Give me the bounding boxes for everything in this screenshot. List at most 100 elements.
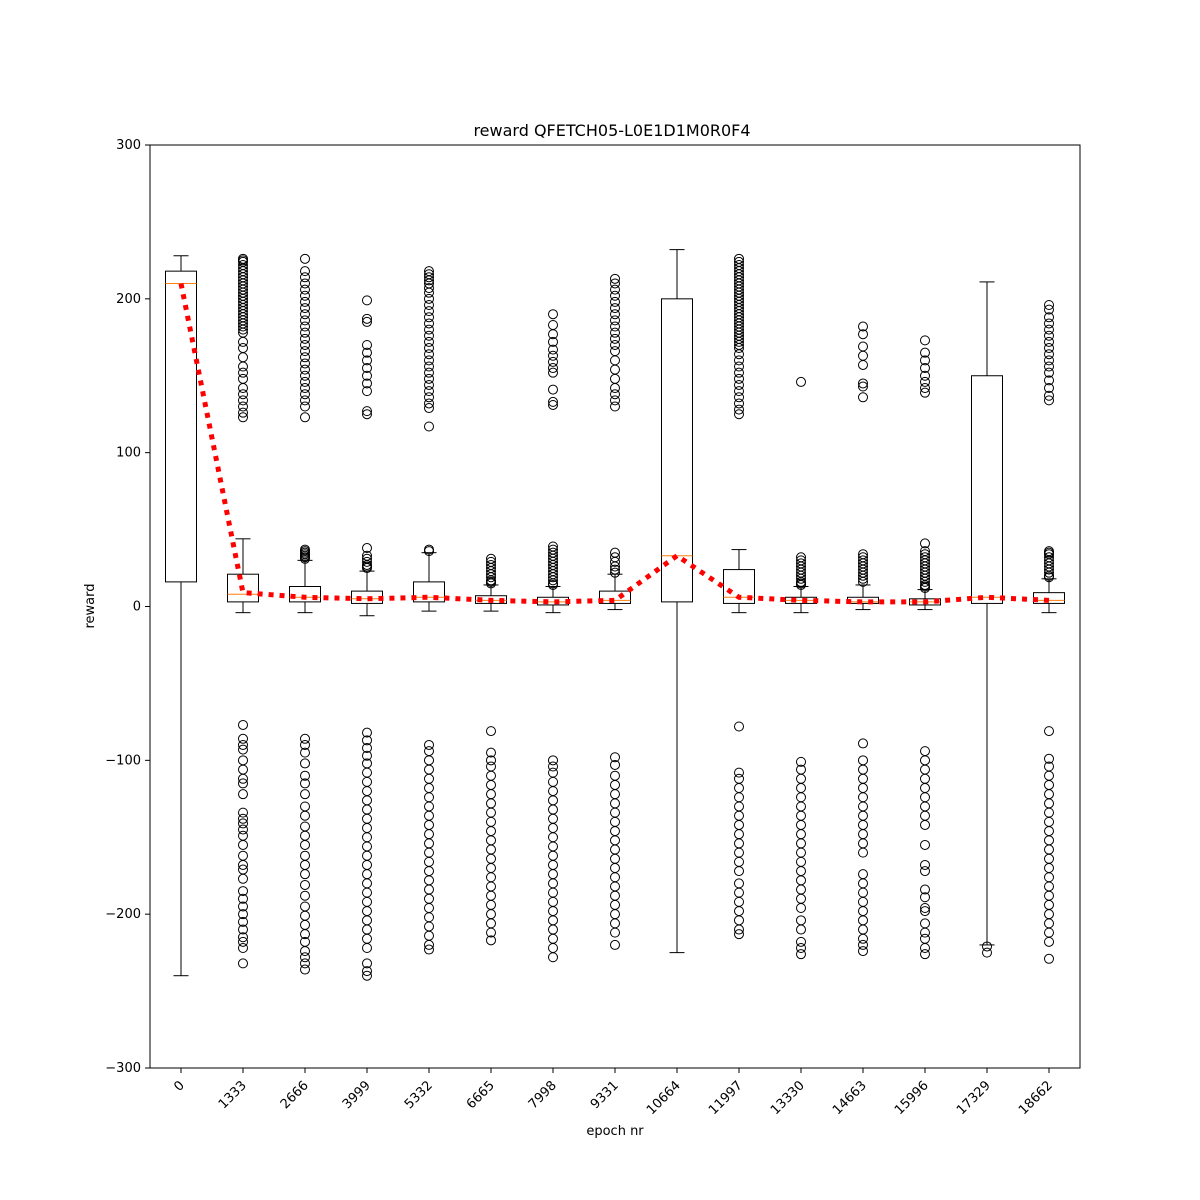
flier-point: [796, 792, 806, 803]
box-iqr: [971, 375, 1003, 604]
flier-point: [1044, 853, 1054, 864]
flier-point: [920, 773, 930, 784]
flier-point: [238, 383, 248, 394]
flier-point: [610, 339, 620, 350]
flier-point: [548, 896, 558, 907]
flier-point: [424, 293, 434, 304]
flier-point: [734, 878, 744, 889]
flier-point: [610, 303, 620, 314]
flier-point: [362, 896, 372, 907]
flier-point: [300, 296, 310, 307]
flier-point: [362, 406, 372, 417]
flier-point: [548, 776, 558, 787]
flier-point: [920, 933, 930, 944]
box-iqr: [351, 590, 383, 604]
flier-point: [796, 376, 806, 387]
flier-point: [1044, 324, 1054, 335]
flier-point: [610, 373, 620, 384]
flier-point: [362, 563, 372, 574]
flier-point: [362, 958, 372, 969]
flier-point: [238, 893, 248, 904]
flier-point: [920, 783, 930, 794]
flier-point: [362, 795, 372, 806]
box-2666: [289, 253, 321, 975]
flier-point: [238, 901, 248, 912]
flier-point: [300, 395, 310, 406]
flier-point: [362, 933, 372, 944]
flier-point: [362, 750, 372, 761]
flier-point: [734, 819, 744, 830]
flier-point: [734, 409, 744, 420]
flier-point: [300, 910, 310, 921]
box-iqr: [599, 590, 631, 604]
flier-point: [920, 755, 930, 766]
flier-point: [424, 739, 434, 750]
flier-point: [1044, 336, 1054, 347]
flier-point: [300, 389, 310, 400]
box-18662: [1033, 299, 1065, 964]
flier-point: [796, 801, 806, 812]
flier-point: [920, 576, 930, 587]
flier-point: [982, 947, 992, 958]
flier-point: [300, 958, 310, 969]
flier-point: [424, 272, 434, 283]
flier-point: [300, 376, 310, 387]
box-9331: [599, 273, 631, 950]
chart-title: reward QFETCH05-L0E1D1M0R0F4: [473, 121, 750, 140]
flier-point: [796, 579, 806, 590]
flier-point: [238, 412, 248, 423]
flier-point: [300, 278, 310, 289]
y-tick-label: 100: [116, 446, 141, 461]
flier-point: [362, 543, 372, 554]
flier-point: [424, 355, 434, 366]
flier-point: [424, 403, 434, 414]
flier-point: [424, 810, 434, 821]
flier-point: [610, 389, 620, 400]
flier-point: [858, 321, 868, 332]
flier-point: [300, 789, 310, 800]
flier-point: [424, 875, 434, 886]
flier-point: [486, 863, 496, 874]
flier-point: [424, 755, 434, 766]
flier-point: [362, 727, 372, 738]
flier-point: [796, 829, 806, 840]
flier-point: [1044, 330, 1054, 341]
flier-point: [548, 841, 558, 852]
flier-point: [734, 856, 744, 867]
flier-point: [1044, 789, 1054, 800]
flier-point: [1044, 918, 1054, 929]
flier-point: [1044, 304, 1054, 315]
box-17329: [971, 281, 1003, 958]
flier-point: [610, 564, 620, 575]
flier-point: [300, 401, 310, 412]
flier-point: [362, 386, 372, 397]
flier-point: [796, 903, 806, 914]
flier-point: [858, 801, 868, 812]
flier-point: [486, 807, 496, 818]
flier-point: [920, 347, 930, 358]
flier-point: [734, 379, 744, 390]
flier-point: [1044, 572, 1054, 583]
flier-point: [300, 412, 310, 423]
flier-point: [424, 306, 434, 317]
box-10664: [661, 249, 693, 954]
flier-point: [1044, 936, 1054, 947]
flier-point: [610, 355, 620, 366]
y-axis-label: reward: [83, 583, 98, 628]
x-tick-label: 1333: [216, 1078, 250, 1112]
flier-point: [920, 383, 930, 394]
flier-point: [858, 350, 868, 361]
flier-point: [238, 886, 248, 897]
flier-point: [238, 924, 248, 935]
flier-point: [548, 924, 558, 935]
box-7998: [537, 309, 569, 963]
flier-point: [1044, 383, 1054, 394]
flier-point: [610, 872, 620, 883]
flier-point: [300, 315, 310, 326]
box-iqr: [537, 596, 569, 606]
flier-point: [858, 887, 868, 898]
flier-point: [238, 744, 248, 755]
flier-point: [610, 395, 620, 406]
flier-point: [610, 909, 620, 920]
flier-point: [300, 747, 310, 758]
